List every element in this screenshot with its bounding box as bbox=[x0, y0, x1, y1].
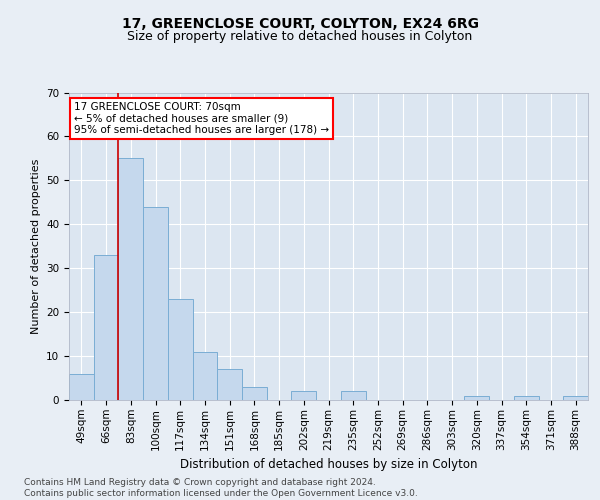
Bar bbox=[193, 352, 217, 400]
Bar bbox=[69, 374, 94, 400]
Text: 17 GREENCLOSE COURT: 70sqm
← 5% of detached houses are smaller (9)
95% of semi-d: 17 GREENCLOSE COURT: 70sqm ← 5% of detac… bbox=[74, 102, 329, 135]
Bar bbox=[292, 391, 316, 400]
Bar bbox=[118, 158, 143, 400]
Bar bbox=[143, 206, 168, 400]
Text: 17, GREENCLOSE COURT, COLYTON, EX24 6RG: 17, GREENCLOSE COURT, COLYTON, EX24 6RG bbox=[121, 18, 479, 32]
Text: Size of property relative to detached houses in Colyton: Size of property relative to detached ho… bbox=[127, 30, 473, 43]
Bar bbox=[168, 299, 193, 400]
Text: Contains HM Land Registry data © Crown copyright and database right 2024.
Contai: Contains HM Land Registry data © Crown c… bbox=[24, 478, 418, 498]
X-axis label: Distribution of detached houses by size in Colyton: Distribution of detached houses by size … bbox=[180, 458, 477, 471]
Bar bbox=[563, 396, 588, 400]
Bar bbox=[341, 391, 365, 400]
Y-axis label: Number of detached properties: Number of detached properties bbox=[31, 158, 41, 334]
Bar bbox=[242, 387, 267, 400]
Bar bbox=[94, 255, 118, 400]
Bar bbox=[464, 396, 489, 400]
Bar bbox=[217, 369, 242, 400]
Bar bbox=[514, 396, 539, 400]
